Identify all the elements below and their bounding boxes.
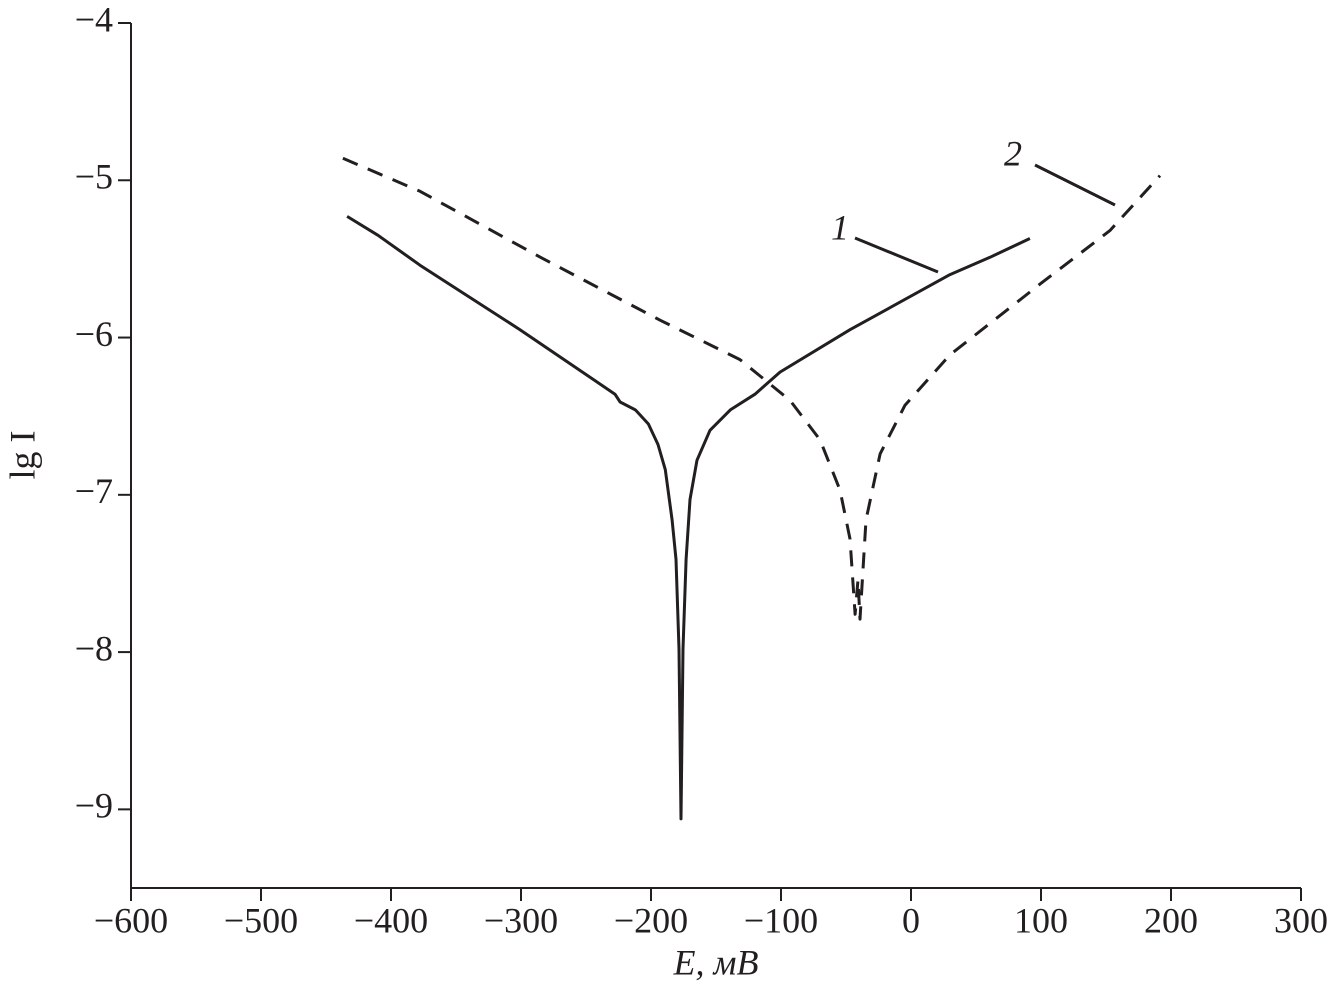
- y-tick-label: −8: [75, 628, 113, 668]
- x-tick-label: −200: [614, 900, 688, 940]
- x-tick-label: −500: [224, 900, 298, 940]
- x-tick-label: −400: [354, 900, 428, 940]
- x-tick-label: −300: [484, 900, 558, 940]
- x-axis-label: E, мВ: [673, 942, 759, 982]
- x-tick-label: −600: [94, 900, 168, 940]
- x-tick-label: 0: [902, 900, 920, 940]
- x-tick-label: 300: [1274, 900, 1328, 940]
- y-axis-label: lg I: [2, 431, 42, 480]
- label-leader: [854, 236, 939, 274]
- y-tick-label: −7: [75, 471, 113, 511]
- y-tick-label: −6: [75, 314, 113, 354]
- x-tick-label: 100: [1014, 900, 1068, 940]
- y-tick-label: −5: [75, 157, 113, 197]
- y-tick-label: −4: [75, 0, 113, 39]
- data-line: [342, 156, 1162, 621]
- label-leader: [1034, 163, 1116, 207]
- series-label: 2: [1004, 133, 1022, 173]
- y-tick-label: −9: [75, 786, 113, 826]
- x-tick-label: 200: [1144, 900, 1198, 940]
- data-line: [346, 215, 1031, 821]
- x-tick-label: −100: [744, 900, 818, 940]
- series-label: 1: [831, 207, 849, 247]
